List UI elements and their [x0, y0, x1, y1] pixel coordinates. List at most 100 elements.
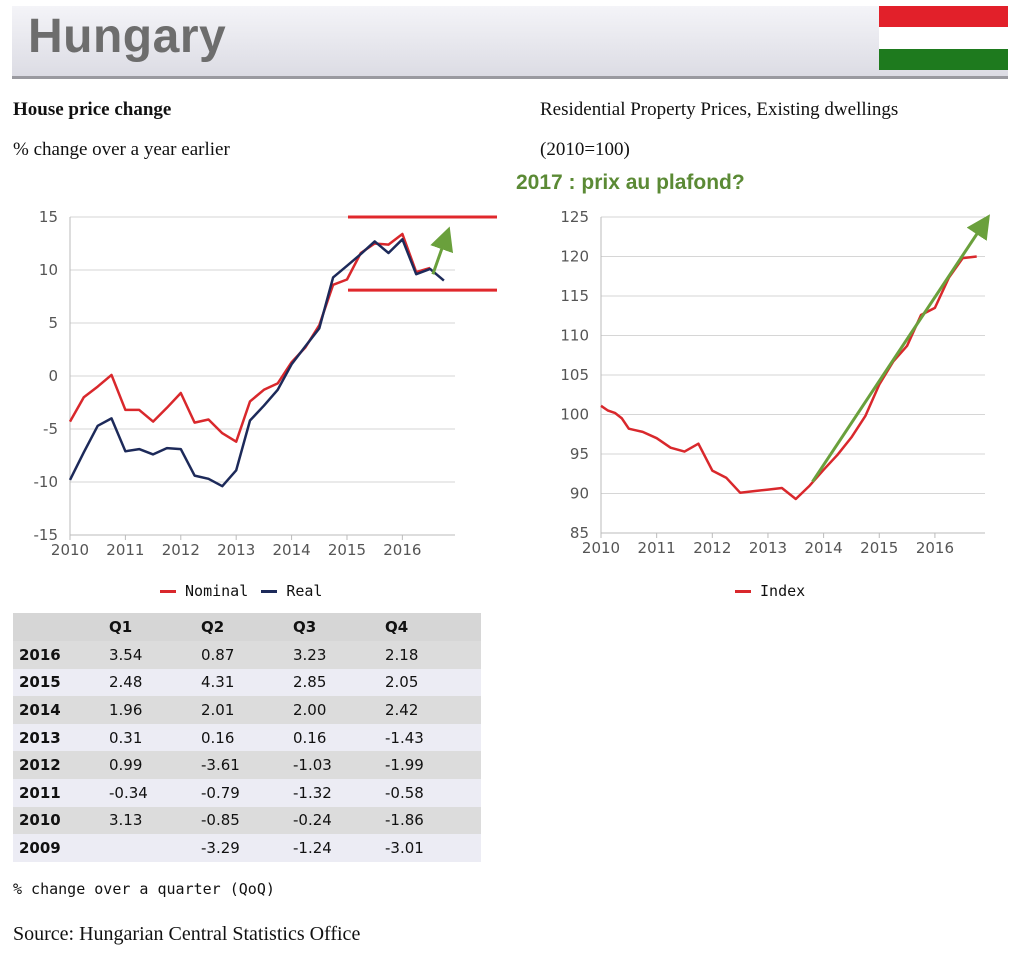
- x-tick-label: 2014: [805, 539, 843, 557]
- legend-label-nominal: Nominal: [185, 582, 249, 600]
- right-legend: Index: [735, 582, 805, 600]
- table-row-year: 2014: [13, 696, 103, 724]
- table-cell: -1.99: [379, 751, 481, 779]
- y-tick-label: 100: [560, 406, 589, 424]
- table-cell: -0.58: [379, 778, 481, 807]
- table-cell: 2.00: [287, 696, 379, 724]
- y-tick-label: 105: [560, 366, 589, 384]
- table-header-cell: [13, 613, 103, 641]
- table-cell: 4.31: [195, 668, 287, 697]
- table-row: 2013 0.31 0.16 0.16 -1.43: [13, 723, 481, 752]
- series-line-nominal: [68, 232, 431, 443]
- trend-arrow: [430, 226, 454, 275]
- x-tick-label: 2011: [638, 539, 676, 557]
- table-row-year: 2011: [13, 778, 103, 807]
- table-cell: 3.23: [287, 641, 379, 669]
- table-cell: 0.99: [103, 751, 195, 779]
- x-tick-label: 2015: [860, 539, 898, 557]
- y-tick-label: 85: [570, 524, 589, 542]
- x-tick-label: 2010: [582, 539, 620, 557]
- y-tick-label: 115: [560, 287, 589, 305]
- y-tick-label: 15: [39, 208, 58, 226]
- table-header-cell: Q3: [287, 613, 379, 641]
- table-row: 2015 2.48 4.31 2.85 2.05: [13, 668, 481, 697]
- chart-annotation: 2017 : prix au plafond?: [516, 171, 745, 194]
- x-tick-label: 2015: [328, 541, 366, 559]
- table-cell: 2.01: [195, 696, 287, 724]
- y-tick-label: 5: [48, 314, 58, 332]
- table-cell: -1.86: [379, 806, 481, 835]
- table-row-year: 2009: [13, 834, 103, 862]
- legend-swatch-index: [735, 590, 751, 593]
- x-tick-label: 2013: [217, 541, 255, 559]
- left-chart-title: House price change: [13, 99, 172, 120]
- table-cell: 2.42: [379, 696, 481, 724]
- y-tick-label: -10: [34, 473, 59, 491]
- country-title: Hungary: [28, 10, 227, 63]
- table-cell: 2.85: [287, 668, 379, 697]
- right-chart-subtitle: (2010=100): [540, 139, 630, 160]
- table-cell: -1.43: [379, 723, 481, 752]
- flag-stripe-red: [879, 6, 1008, 28]
- table-row: 2016 3.54 0.87 3.23 2.18: [13, 641, 481, 669]
- table-cell: -0.79: [195, 778, 287, 807]
- table-cell: 0.87: [195, 641, 287, 669]
- y-tick-label: 120: [560, 248, 589, 266]
- table-cell: 1.96: [103, 696, 195, 724]
- table-cell: -0.85: [195, 806, 287, 835]
- y-tick-label: 110: [560, 327, 589, 345]
- right-chart-title: Residential Property Prices, Existing dw…: [540, 99, 899, 120]
- y-tick-label: 0: [48, 367, 58, 385]
- flag-stripe-white: [879, 27, 1008, 49]
- x-tick-label: 2011: [106, 541, 144, 559]
- table-cell: -1.03: [287, 751, 379, 779]
- x-tick-label: 2016: [916, 539, 954, 557]
- x-tick-label: 2012: [693, 539, 731, 557]
- x-tick-label: 2014: [272, 541, 310, 559]
- y-tick-label: 95: [570, 445, 589, 463]
- legend-label-real: Real: [286, 582, 323, 600]
- left-chart-subtitle: % change over a year earlier: [13, 139, 230, 160]
- table-row: 2011 -0.34 -0.79 -1.32 -0.58: [13, 778, 481, 807]
- series-line-real: [68, 238, 445, 488]
- table-header-cell: Q4: [379, 613, 481, 641]
- legend-swatch-nominal: [160, 590, 176, 593]
- table-cell: 2.18: [379, 641, 481, 669]
- table-cell: 2.48: [103, 668, 195, 697]
- table-header-cell: Q1: [103, 613, 195, 641]
- table-caption: % change over a quarter (QoQ): [13, 880, 275, 898]
- table-row-year: 2010: [13, 806, 103, 835]
- y-tick-label: -5: [43, 420, 58, 438]
- table-row: 2010 3.13 -0.85 -0.24 -1.86: [13, 806, 481, 835]
- table-row-year: 2015: [13, 668, 103, 697]
- table-cell: -1.24: [287, 834, 379, 862]
- y-tick-label: 90: [570, 485, 589, 503]
- table-cell: -0.24: [287, 806, 379, 835]
- trend-arrow: [811, 214, 990, 483]
- legend-label-index: Index: [760, 582, 806, 600]
- table-cell: 0.16: [287, 723, 379, 752]
- legend-swatch-real: [261, 590, 278, 593]
- y-tick-label: 10: [39, 261, 58, 279]
- table-cell: 0.16: [195, 723, 287, 752]
- table-cell: -0.34: [103, 778, 195, 807]
- table-cell: -1.32: [287, 778, 379, 807]
- table-cell: -3.29: [195, 834, 287, 862]
- table-header-row: Q1 Q2 Q3 Q4: [13, 613, 481, 641]
- table-row-year: 2016: [13, 641, 103, 669]
- table-row-year: 2012: [13, 751, 103, 779]
- x-tick-label: 2012: [162, 541, 200, 559]
- table-cell: 0.31: [103, 723, 195, 752]
- left-legend: Nominal Real: [160, 582, 322, 600]
- table-row-year: 2013: [13, 723, 103, 752]
- x-tick-label: 2010: [51, 541, 89, 559]
- table-header-cell: Q2: [195, 613, 287, 641]
- table-cell: 2.05: [379, 668, 481, 697]
- table-cell: -3.01: [379, 834, 481, 862]
- table-cell: -3.61: [195, 751, 287, 779]
- table-row: 2009 -3.29 -1.24 -3.01: [13, 834, 481, 862]
- table-cell: 3.13: [103, 806, 195, 835]
- series-line-index: [600, 255, 977, 501]
- x-tick-label: 2013: [749, 539, 787, 557]
